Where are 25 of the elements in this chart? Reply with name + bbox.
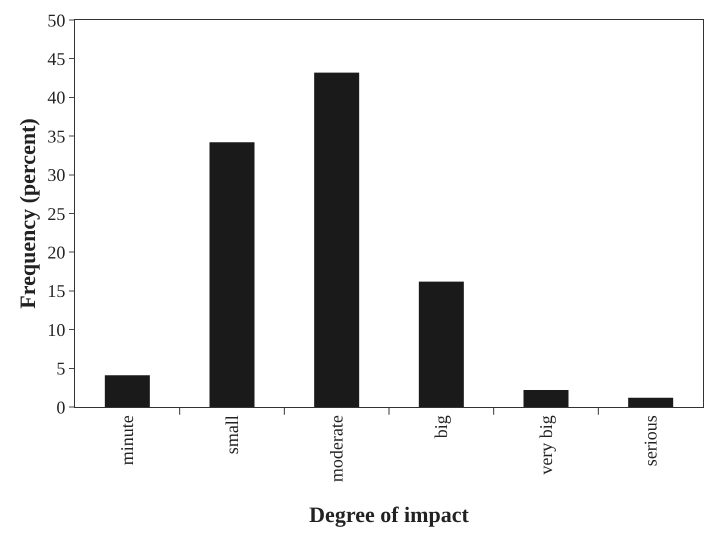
y-tick-label: 45 <box>47 49 66 69</box>
bar <box>628 398 674 407</box>
bar <box>524 390 568 407</box>
y-axis-title: Frequency (percent) <box>15 118 40 309</box>
y-tick-label: 25 <box>47 204 66 224</box>
x-axis-title: Degree of impact <box>309 502 470 528</box>
x-tick-label: big <box>431 415 452 438</box>
bar <box>314 72 360 407</box>
y-tick-label: 50 <box>47 10 66 30</box>
y-tick-label: 40 <box>47 88 66 108</box>
bar <box>104 375 150 407</box>
x-tick-label: small <box>222 415 242 454</box>
y-tick-label: 5 <box>56 358 66 379</box>
y-tick-label: 35 <box>47 126 66 146</box>
x-tick-label: moderate <box>326 415 347 482</box>
y-tick-label: 0 <box>56 397 66 418</box>
x-tick-label: very big <box>536 415 556 475</box>
x-tick-label: serious <box>640 415 661 466</box>
y-tick-label: 20 <box>47 242 66 262</box>
x-tick-label: minute <box>117 415 138 466</box>
bar <box>210 142 254 407</box>
y-tick-label: 30 <box>47 165 66 186</box>
y-tick-label: 15 <box>47 281 66 302</box>
bar <box>418 282 464 407</box>
y-tick-label: 10 <box>47 320 66 340</box>
